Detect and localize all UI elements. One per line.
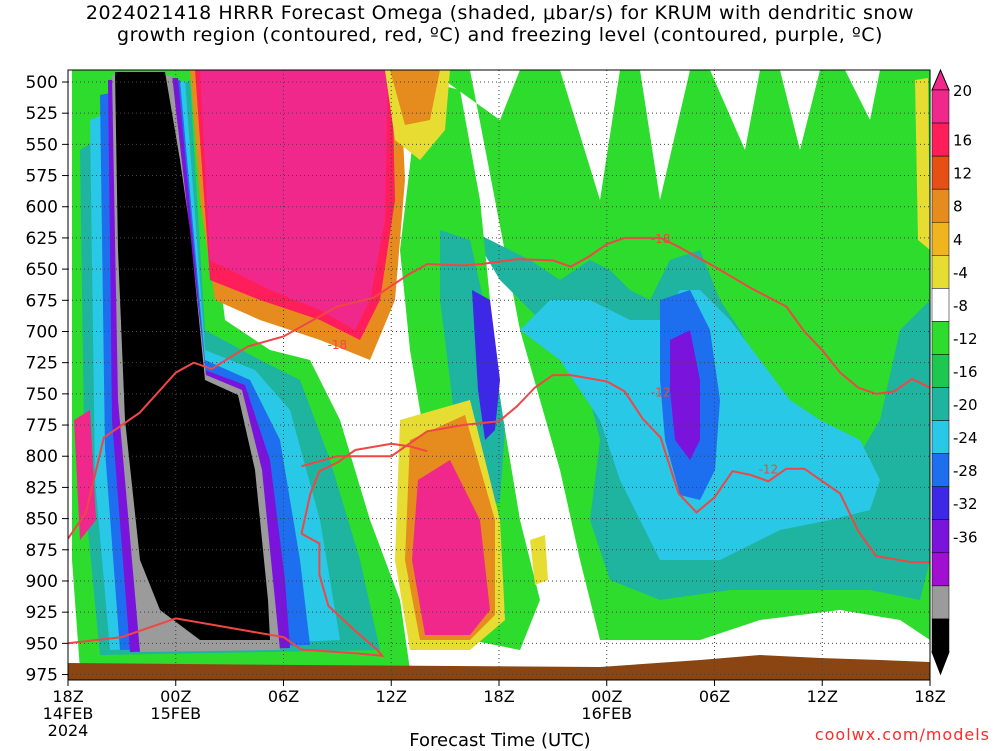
x-tick-label: 06Z bbox=[699, 687, 730, 706]
x-axis-title: Forecast Time (UTC) bbox=[409, 730, 591, 751]
omega-region-yellow-e2 bbox=[915, 78, 930, 250]
colorbar-label: 12 bbox=[953, 165, 972, 183]
y-tick-label: 900 bbox=[26, 572, 58, 592]
dendritic-contour-line bbox=[300, 442, 428, 534]
colorbar-label: 20 bbox=[953, 82, 972, 100]
pressure-axis: 500 525 550 575 600 625 650 675 700 725 750 775 800 8… bbox=[26, 73, 68, 686]
colorbar-swatch bbox=[931, 188, 950, 223]
colorbar-swatch bbox=[931, 387, 950, 421]
x-tick-label: 06Z bbox=[268, 687, 299, 706]
contour-label: -18 bbox=[328, 338, 348, 352]
y-tick-label: 525 bbox=[26, 104, 58, 124]
omega-region-magenta-north bbox=[200, 70, 388, 330]
y-tick-label: 750 bbox=[26, 385, 58, 405]
colorbar-swatch bbox=[931, 585, 950, 620]
y-tick-label: 650 bbox=[26, 260, 58, 280]
omega-region-magenta-w bbox=[74, 410, 96, 540]
y-tick-label: 925 bbox=[26, 603, 58, 623]
colorbar-swatch bbox=[931, 453, 950, 487]
omega-region-black-west bbox=[115, 72, 270, 640]
contour-label: -18 bbox=[651, 232, 671, 246]
omega-region-blue-mid bbox=[472, 290, 500, 440]
y-tick-label: 825 bbox=[26, 478, 58, 498]
dendritic-contour-line bbox=[68, 532, 385, 658]
site-credit: coolwx.com/models bbox=[814, 725, 990, 744]
y-tick-label: 725 bbox=[26, 354, 58, 374]
colorbar-label: -36 bbox=[953, 528, 978, 546]
y-tick-label: 700 bbox=[26, 322, 58, 342]
terrain-ground bbox=[68, 655, 930, 680]
colorbar-top-arrow bbox=[931, 68, 950, 91]
x-tick-date: 16FEB bbox=[581, 704, 632, 723]
colorbar-swatch bbox=[931, 486, 950, 521]
chart-title-line2: growth region (contoured, red, ºC) and f… bbox=[117, 24, 883, 46]
x-tick-label: 00Z bbox=[591, 687, 622, 706]
y-tick-label: 625 bbox=[26, 229, 58, 249]
x-tick-label: 18Z bbox=[52, 687, 83, 706]
omega-region-magenta-south bbox=[412, 460, 490, 635]
colorbar-label: -16 bbox=[953, 363, 978, 381]
colorbar-label: -20 bbox=[953, 396, 978, 414]
colorbar-swatch bbox=[931, 255, 950, 289]
y-tick-label: 550 bbox=[26, 135, 58, 155]
colorbar-swatch bbox=[931, 321, 950, 355]
colorbar-swatch bbox=[931, 420, 950, 454]
y-tick-label: 950 bbox=[26, 634, 58, 654]
colorbar-bottom-arrow bbox=[931, 651, 950, 676]
x-tick-label: 18Z bbox=[914, 687, 945, 706]
colorbar-label: -24 bbox=[953, 429, 978, 447]
y-tick-label: 875 bbox=[26, 541, 58, 561]
dendritic-contour-line bbox=[68, 236, 930, 540]
colorbar-swatch bbox=[931, 122, 950, 157]
colorbar-swatch bbox=[931, 618, 950, 653]
omega-region-yellow-e1 bbox=[530, 535, 548, 585]
colorbar-label: -32 bbox=[953, 495, 978, 513]
colorbar-label: 16 bbox=[953, 132, 972, 150]
colorbar: 20 16 12 8 4 -4 -8 -12 -16 -20 -24 -28 -32 -36 bbox=[931, 68, 978, 676]
y-tick-label: 775 bbox=[26, 416, 58, 436]
x-tick-label: 12Z bbox=[376, 687, 407, 706]
colorbar-swatch bbox=[931, 519, 950, 554]
colorbar-label: -4 bbox=[953, 264, 968, 282]
x-tick-date: 14FEB bbox=[43, 704, 94, 723]
y-tick-label: 575 bbox=[26, 167, 58, 187]
colorbar-label: -28 bbox=[953, 462, 978, 480]
y-tick-label: 500 bbox=[26, 73, 58, 93]
colorbar-swatch bbox=[931, 354, 950, 388]
colorbar-swatch bbox=[931, 89, 950, 124]
colorbar-swatch bbox=[931, 155, 950, 190]
omega-region-teal-mid bbox=[440, 230, 505, 520]
colorbar-swatch bbox=[931, 221, 950, 256]
colorbar-label: -12 bbox=[953, 330, 978, 348]
colorbar-swatch bbox=[931, 288, 950, 322]
y-tick-label: 675 bbox=[26, 291, 58, 311]
y-tick-label: 800 bbox=[26, 447, 58, 467]
chart-title-line1: 2024021418 HRRR Forecast Omega (shaded, … bbox=[85, 2, 915, 24]
contour-label: -12 bbox=[759, 463, 779, 477]
y-tick-label: 850 bbox=[26, 510, 58, 530]
y-tick-label: 600 bbox=[26, 198, 58, 218]
colorbar-label: 4 bbox=[953, 231, 963, 249]
omega-region-orange-ne bbox=[390, 70, 440, 125]
contour-lines: -18 -18 -12 -12 bbox=[68, 232, 930, 658]
x-tick-label: 00Z bbox=[160, 687, 191, 706]
x-tick-year: 2024 bbox=[48, 721, 89, 740]
colorbar-label: -8 bbox=[953, 297, 968, 315]
colorbar-label: 8 bbox=[953, 198, 963, 216]
x-tick-date: 15FEB bbox=[150, 704, 201, 723]
dendritic-contour-line bbox=[301, 374, 930, 564]
x-tick-label: 18Z bbox=[483, 687, 514, 706]
x-tick-label: 12Z bbox=[807, 687, 838, 706]
y-tick-label: 975 bbox=[26, 666, 58, 686]
contour-label: -12 bbox=[651, 385, 671, 399]
colorbar-swatch bbox=[931, 552, 950, 587]
